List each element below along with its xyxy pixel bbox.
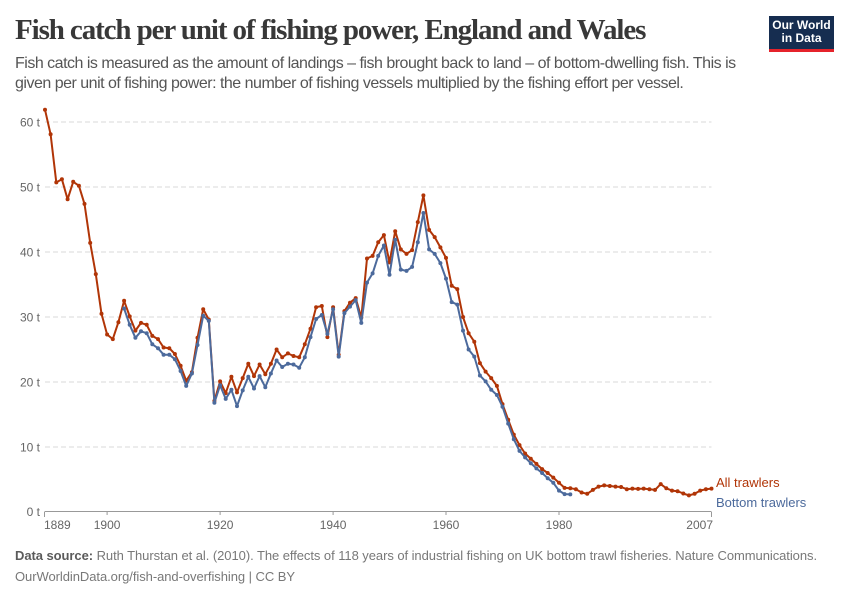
svg-text:1960: 1960 xyxy=(433,518,460,532)
svg-text:1900: 1900 xyxy=(94,518,121,532)
svg-text:Bottom trawlers: Bottom trawlers xyxy=(716,495,807,510)
svg-text:1980: 1980 xyxy=(546,518,573,532)
svg-text:1940: 1940 xyxy=(320,518,347,532)
svg-text:1889: 1889 xyxy=(44,518,71,532)
svg-text:50 t: 50 t xyxy=(20,181,41,195)
svg-text:1920: 1920 xyxy=(207,518,234,532)
svg-text:60 t: 60 t xyxy=(20,116,41,130)
svg-text:All trawlers: All trawlers xyxy=(716,475,780,490)
svg-text:0 t: 0 t xyxy=(27,505,41,519)
svg-text:40 t: 40 t xyxy=(20,246,41,260)
svg-text:30 t: 30 t xyxy=(20,311,41,325)
svg-text:2007: 2007 xyxy=(686,518,713,532)
svg-text:20 t: 20 t xyxy=(20,376,41,390)
svg-text:10 t: 10 t xyxy=(20,441,41,455)
